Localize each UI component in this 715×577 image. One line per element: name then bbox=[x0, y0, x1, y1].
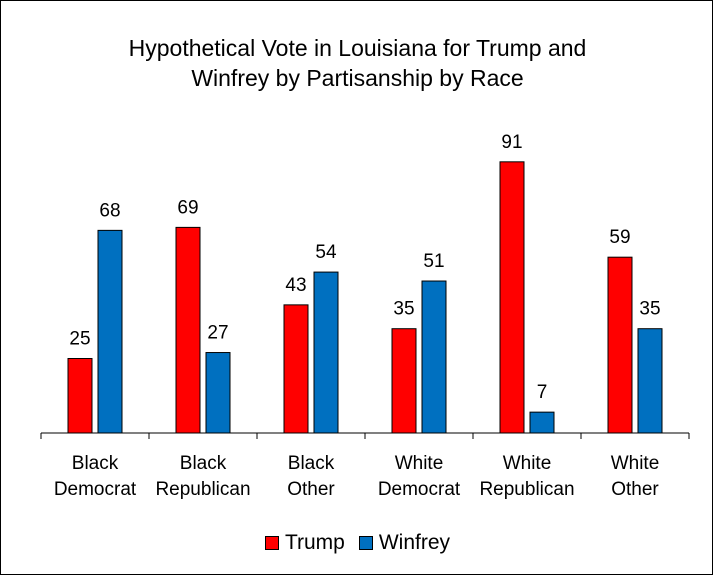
data-label-winfrey: 7 bbox=[537, 382, 548, 403]
bar-winfrey bbox=[638, 329, 662, 433]
legend: Trump Winfrey bbox=[1, 531, 714, 555]
bar-winfrey bbox=[422, 281, 446, 433]
legend-label-trump: Trump bbox=[285, 531, 345, 555]
legend-item-trump: Trump bbox=[265, 531, 345, 555]
x-tick-label: White bbox=[395, 453, 444, 474]
data-label-trump: 59 bbox=[609, 227, 630, 248]
data-label-trump: 43 bbox=[285, 275, 306, 296]
x-tick-label: Black bbox=[180, 453, 227, 474]
data-label-trump: 25 bbox=[69, 329, 90, 350]
x-tick-label: Other bbox=[611, 479, 659, 500]
legend-label-winfrey: Winfrey bbox=[379, 531, 450, 555]
bar-trump bbox=[284, 305, 308, 433]
bar-trump bbox=[608, 257, 632, 433]
bar-trump bbox=[176, 227, 200, 433]
x-tick-label: Republican bbox=[155, 479, 250, 500]
data-label-trump: 91 bbox=[501, 132, 522, 153]
bar-winfrey bbox=[314, 272, 338, 433]
bar-winfrey bbox=[206, 353, 230, 433]
x-tick-label: Republican bbox=[479, 479, 574, 500]
data-label-winfrey: 27 bbox=[207, 323, 228, 344]
x-tick-label: Democrat bbox=[54, 479, 137, 500]
bar-trump bbox=[500, 162, 524, 433]
data-label-winfrey: 54 bbox=[315, 242, 337, 263]
data-label-winfrey: 35 bbox=[639, 299, 660, 320]
data-label-trump: 69 bbox=[177, 197, 198, 218]
legend-swatch-trump bbox=[265, 536, 279, 550]
data-label-winfrey: 51 bbox=[423, 251, 444, 272]
data-label-trump: 35 bbox=[393, 299, 414, 320]
data-label-winfrey: 68 bbox=[99, 200, 120, 221]
legend-swatch-winfrey bbox=[359, 536, 373, 550]
x-tick-label: Black bbox=[288, 453, 335, 474]
bar-winfrey bbox=[530, 412, 554, 433]
x-tick-label: Other bbox=[287, 479, 335, 500]
bar-winfrey bbox=[98, 230, 122, 433]
x-tick-label: Black bbox=[72, 453, 119, 474]
bar-trump bbox=[392, 329, 416, 433]
bar-trump bbox=[68, 359, 92, 434]
legend-item-winfrey: Winfrey bbox=[359, 531, 450, 555]
x-tick-label: White bbox=[503, 453, 552, 474]
x-tick-label: Democrat bbox=[378, 479, 461, 500]
x-tick-label: White bbox=[611, 453, 660, 474]
